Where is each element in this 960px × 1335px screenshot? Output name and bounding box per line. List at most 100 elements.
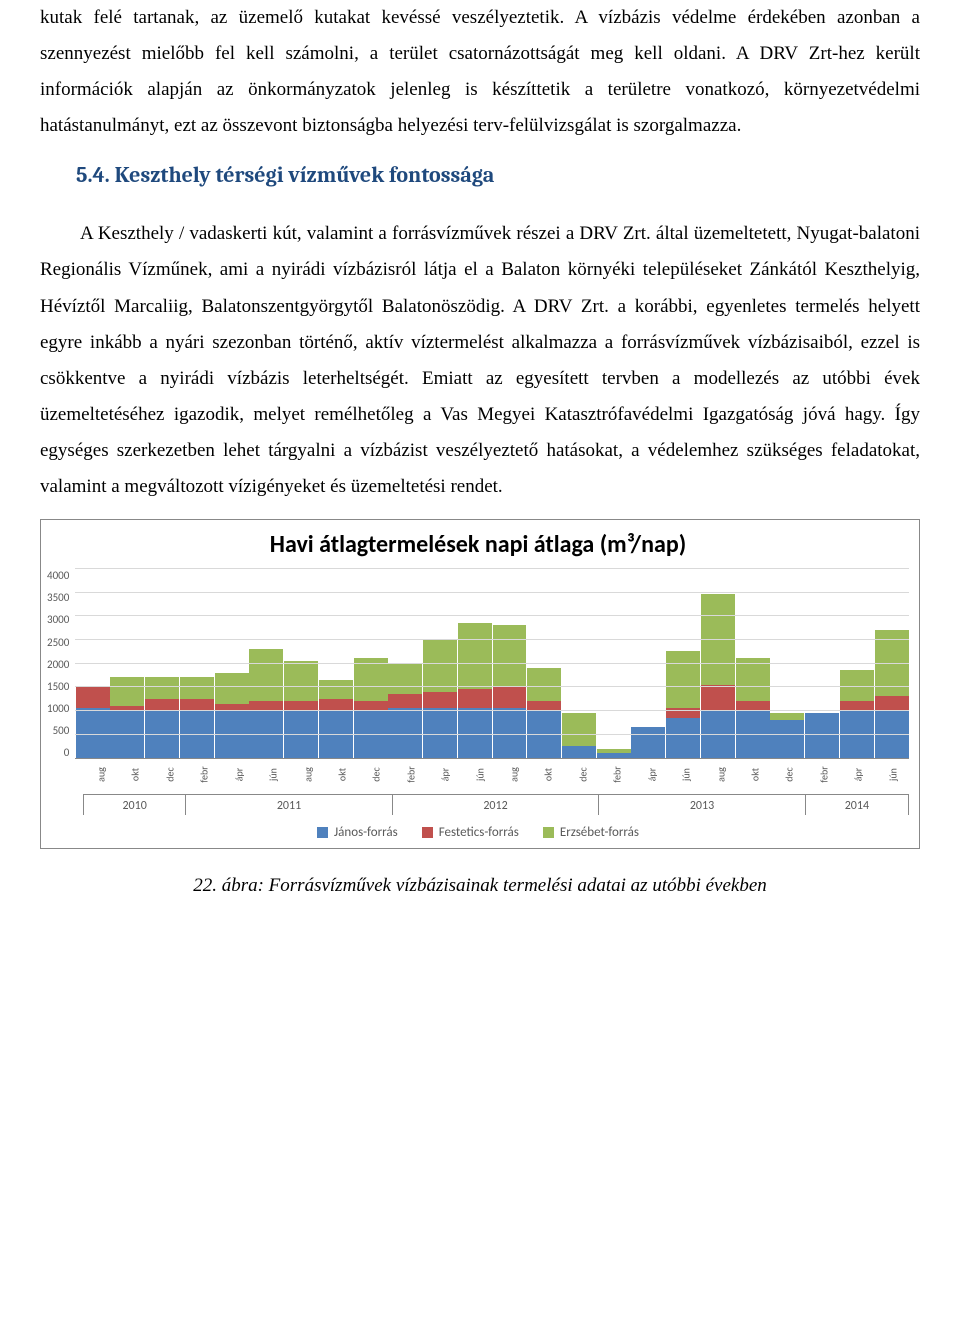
bar-column: [493, 625, 527, 758]
bar-segment-erzsebet: [284, 661, 318, 701]
grid-line: [75, 734, 909, 735]
grid-line: [75, 592, 909, 593]
bar-segment-festetics: [458, 689, 492, 708]
x-tick-label: febr: [808, 757, 839, 791]
bar-segment-festetics: [180, 699, 214, 711]
bar-segment-erzsebet: [215, 673, 249, 704]
bar-segment-erzsebet: [145, 677, 179, 698]
bar-column: [562, 713, 596, 758]
bar-segment-festetics: [701, 685, 735, 711]
bar-segment-janos: [805, 713, 839, 758]
bar-column: [145, 677, 179, 758]
year-label: 2011: [186, 795, 393, 815]
paragraph-1: kutak felé tartanak, az üzemelő kutakat …: [40, 0, 920, 144]
x-tick-label: aug: [291, 757, 322, 791]
y-tick-label: 500: [53, 724, 70, 737]
y-tick-label: 4000: [47, 569, 69, 582]
bar-segment-janos: [666, 718, 700, 758]
chart-plot: [75, 569, 909, 759]
y-tick-label: 1500: [47, 680, 69, 693]
y-tick-label: 0: [64, 746, 70, 759]
bar-segment-festetics: [423, 692, 457, 709]
x-tick-label: jún: [463, 757, 494, 791]
x-tick-label: aug: [704, 757, 735, 791]
document-page: kutak felé tartanak, az üzemelő kutakat …: [0, 0, 960, 917]
chart-title: Havi átlagtermelések napi átlaga (m³/nap…: [47, 530, 909, 559]
chart-year-row: 20102011201220132014: [83, 794, 909, 815]
production-chart: Havi átlagtermelések napi átlaga (m³/nap…: [40, 519, 920, 849]
chart-plot-area: 4000 3500 3000 2500 2000 1500 1000 500 0: [47, 569, 909, 759]
bar-segment-janos: [770, 720, 804, 758]
x-tick-label: okt: [532, 757, 563, 791]
bar-column: [666, 651, 700, 758]
y-tick-label: 1000: [47, 702, 69, 715]
chart-legend: János-forrás Festetics-forrás Erzsébet-for…: [47, 815, 909, 844]
chart-bars: [75, 569, 909, 758]
bar-segment-erzsebet: [562, 713, 596, 746]
bar-segment-erzsebet: [354, 658, 388, 701]
legend-swatch: [543, 827, 554, 838]
bar-segment-festetics: [145, 699, 179, 711]
x-tick-label: ápr: [222, 757, 253, 791]
legend-item: Erzsébet-forrás: [543, 825, 639, 840]
legend-item: Festetics-forrás: [422, 825, 519, 840]
bar-column: [354, 658, 388, 758]
bar-segment-erzsebet: [423, 639, 457, 691]
x-tick-label: aug: [498, 757, 529, 791]
bar-segment-erzsebet: [110, 677, 144, 706]
x-tick-label: dec: [360, 757, 391, 791]
grid-line: [75, 686, 909, 687]
bar-segment-erzsebet: [180, 677, 214, 698]
x-tick-label: okt: [739, 757, 770, 791]
bar-column: [180, 677, 214, 758]
bar-segment-festetics: [319, 699, 353, 711]
grid-line: [75, 639, 909, 640]
y-tick-label: 2500: [47, 636, 69, 649]
bar-segment-erzsebet: [527, 668, 561, 701]
chart-x-axis: augoktdecfebráprjúnaugoktdecfebráprjúnau…: [83, 759, 909, 790]
y-tick-label: 3000: [47, 613, 69, 626]
bar-column: [840, 670, 874, 758]
chart-y-axis: 4000 3500 3000 2500 2000 1500 1000 500 0: [47, 569, 75, 759]
x-tick-label: dec: [567, 757, 598, 791]
x-tick-label: dec: [154, 757, 185, 791]
bar-segment-erzsebet: [388, 663, 422, 694]
grid-line: [75, 568, 909, 569]
y-tick-label: 2000: [47, 658, 69, 671]
bar-column: [458, 623, 492, 758]
x-tick-label: dec: [773, 757, 804, 791]
grid-line: [75, 663, 909, 664]
x-tick-label: febr: [601, 757, 632, 791]
bar-column: [110, 677, 144, 758]
bar-segment-erzsebet: [493, 625, 527, 687]
x-tick-label: ápr: [842, 757, 873, 791]
bar-column: [76, 687, 110, 758]
bar-segment-erzsebet: [770, 713, 804, 720]
year-label: 2012: [393, 795, 600, 815]
year-label: 2014: [806, 795, 909, 815]
bar-segment-festetics: [76, 687, 110, 708]
legend-swatch: [317, 827, 328, 838]
grid-line: [75, 710, 909, 711]
bar-segment-erzsebet: [736, 658, 770, 701]
legend-label: Erzsébet-forrás: [560, 825, 639, 840]
bar-column: [249, 649, 283, 758]
bar-segment-festetics: [875, 696, 909, 710]
bar-column: [631, 727, 665, 758]
bar-segment-festetics: [493, 687, 527, 708]
legend-item: János-forrás: [317, 825, 398, 840]
bar-column: [770, 713, 804, 758]
year-label: 2010: [83, 795, 186, 815]
x-tick-label: febr: [188, 757, 219, 791]
x-tick-label: febr: [395, 757, 426, 791]
grid-line: [75, 615, 909, 616]
bar-segment-erzsebet: [319, 680, 353, 699]
bar-segment-janos: [631, 727, 665, 758]
bar-column: [875, 630, 909, 758]
x-tick-label: jún: [670, 757, 701, 791]
section-heading: 5.4. Keszthely térségi vízművek fontossá…: [76, 162, 920, 188]
bar-column: [423, 639, 457, 758]
y-tick-label: 3500: [47, 591, 69, 604]
bar-segment-erzsebet: [249, 649, 283, 701]
year-label: 2013: [599, 795, 806, 815]
